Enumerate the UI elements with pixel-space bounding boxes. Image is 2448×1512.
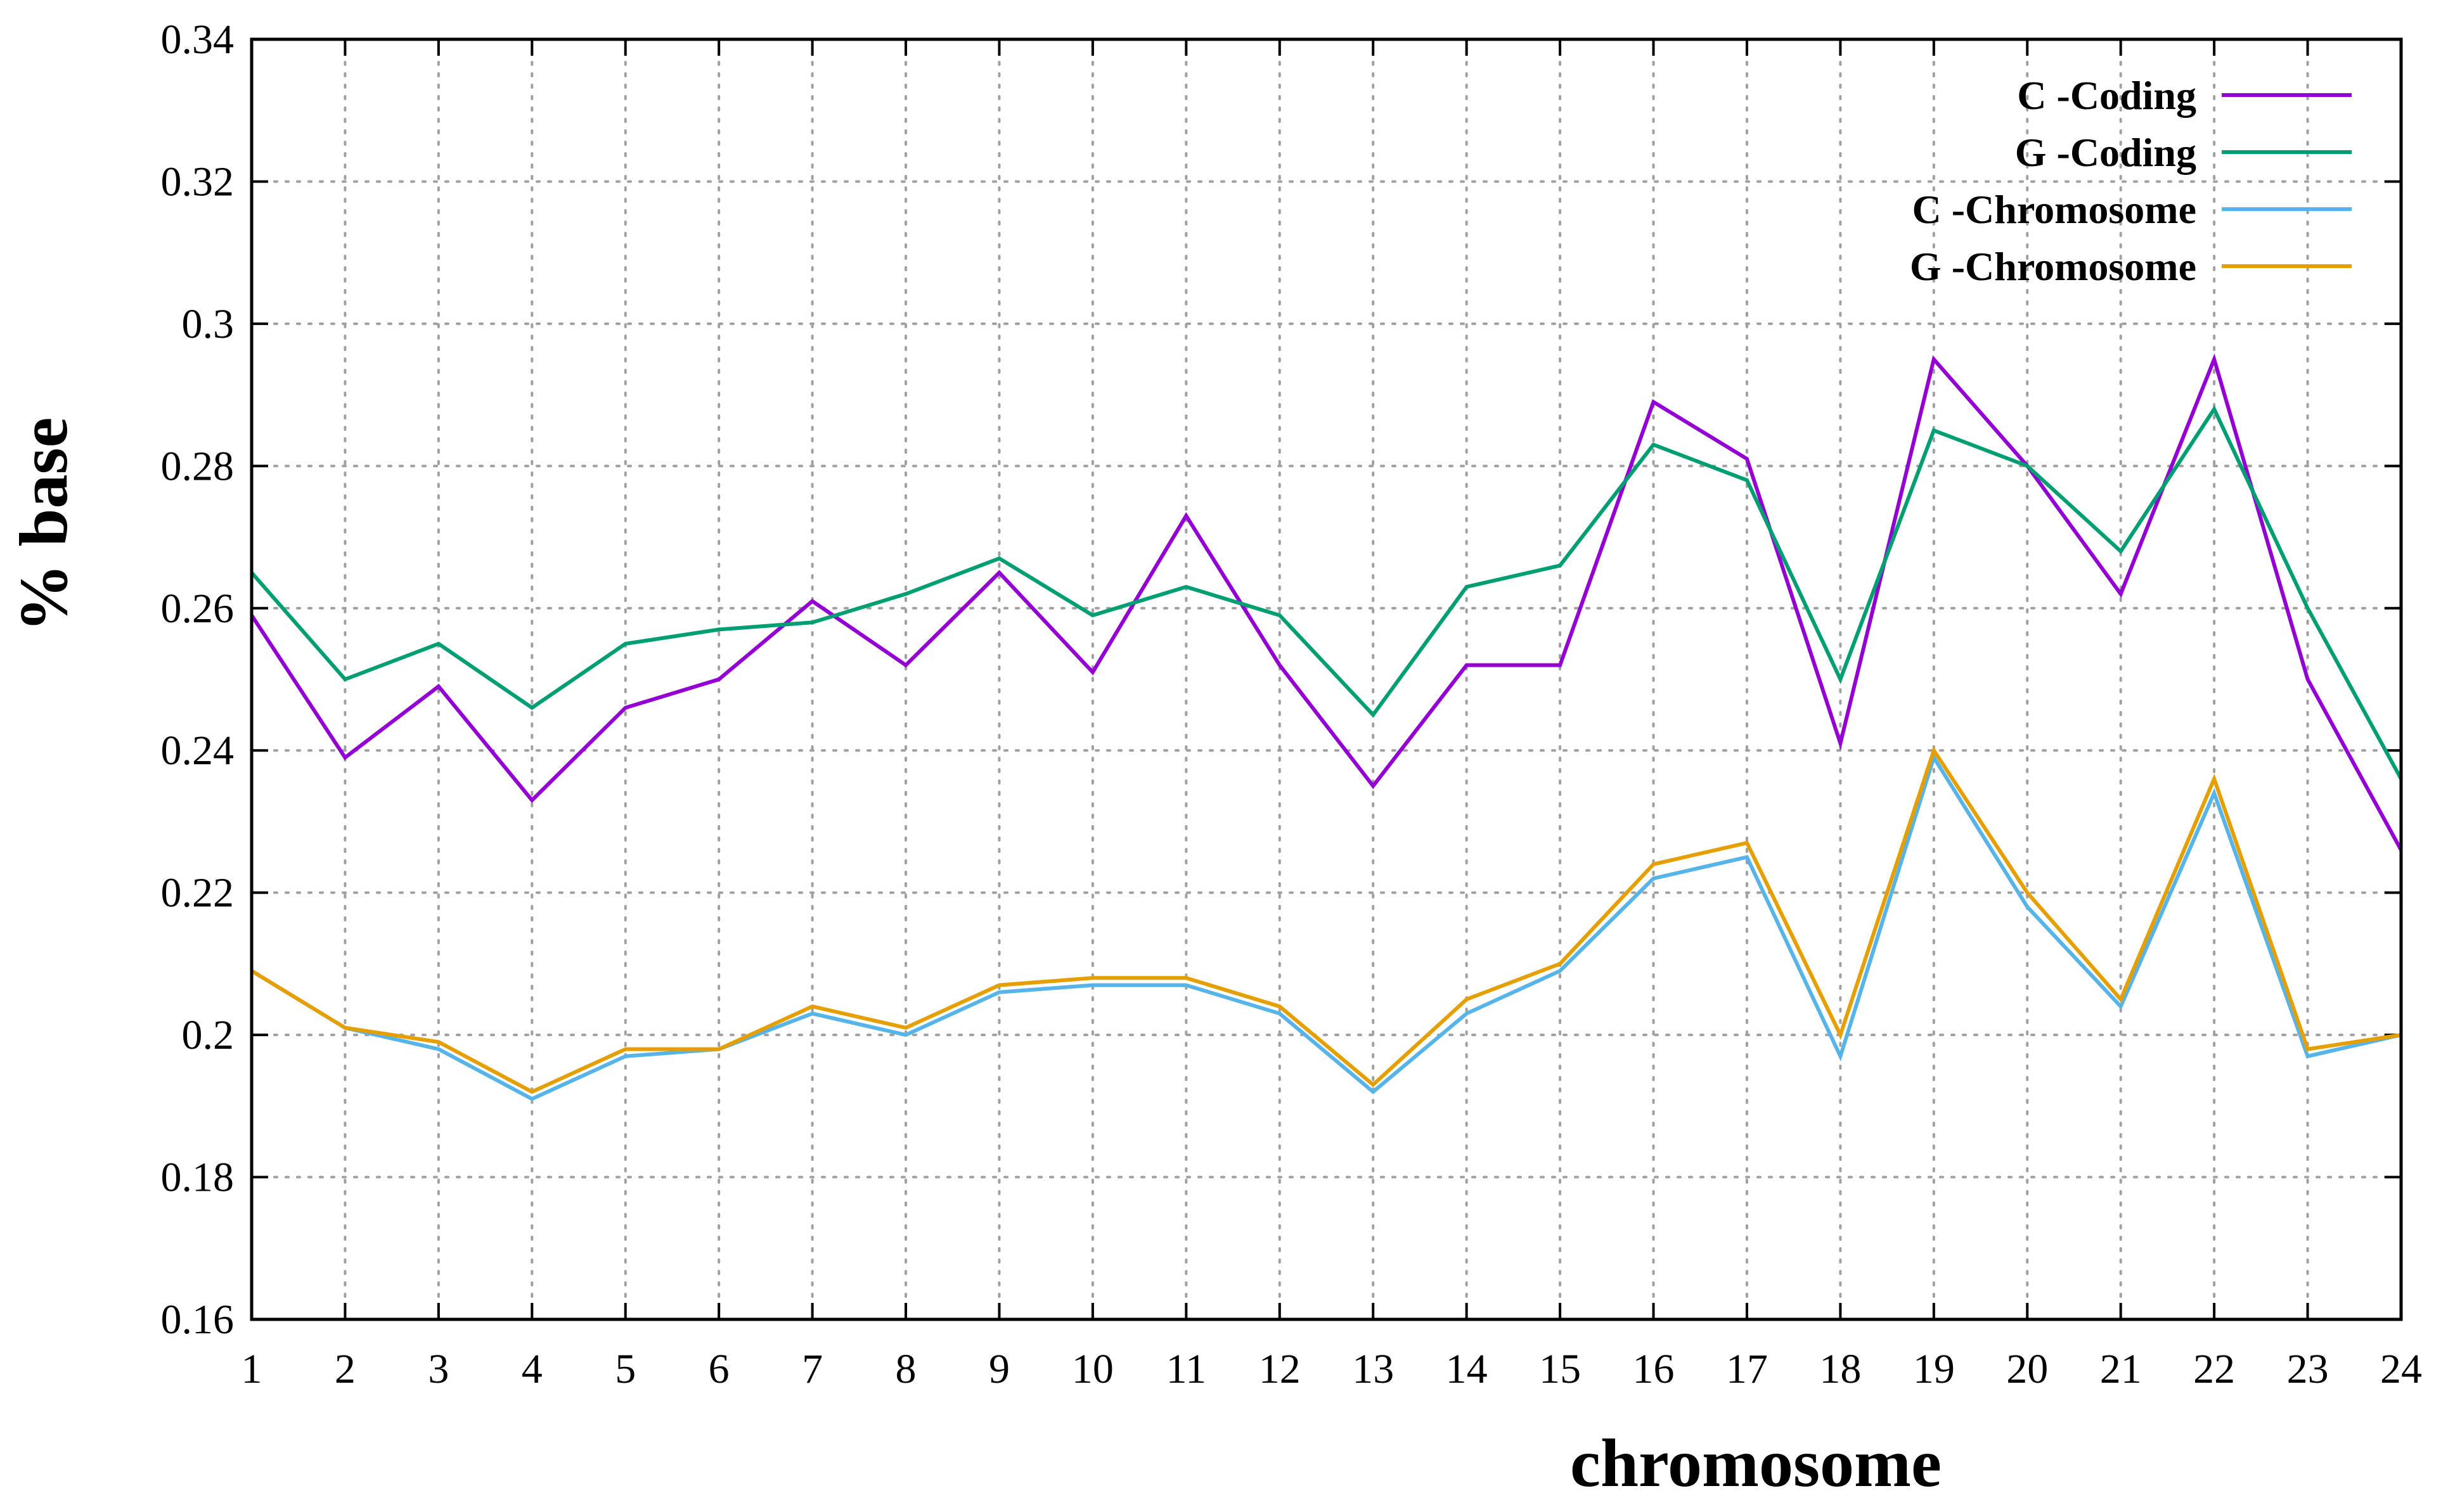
y-tick-label: 0.26: [161, 586, 235, 632]
x-tick-label: 13: [1352, 1346, 1394, 1392]
x-tick-label: 21: [2100, 1346, 2142, 1392]
x-tick-label: 7: [802, 1346, 823, 1392]
legend: C -Coding G -Coding C -Chromosome G -Chromo…: [1910, 73, 2352, 289]
y-axis-tick-labels: 0.16 0.18 0.2 0.22 0.24 0.26 0.28 0.3 0.32 0.34: [161, 16, 235, 1343]
x-tick-label: 2: [335, 1346, 356, 1392]
y-tick-label: 0.18: [161, 1155, 235, 1201]
x-tick-label: 5: [615, 1346, 636, 1392]
series-line-c-chromosome: [250, 753, 2402, 1101]
x-tick-label: 4: [522, 1346, 543, 1392]
plot-frame: [250, 37, 2403, 1321]
x-axis-tick-labels: 1 2 3 4 5 6 7 8 9 10 11 12 13 14 15 16 17 18 19 20 21 22 23 24: [242, 1346, 2423, 1392]
series-lines: [250, 353, 2403, 1101]
y-axis-title: % base: [6, 417, 82, 632]
y-tick-label: 0.2: [182, 1012, 235, 1058]
series-line-g-chromosome: [250, 746, 2402, 1094]
y-tick-label: 0.24: [161, 727, 235, 774]
x-tick-label: 22: [2193, 1346, 2235, 1392]
y-tick-label: 0.22: [161, 870, 235, 916]
legend-label: G -Coding: [2015, 130, 2196, 175]
legend-label: G -Chromosome: [1910, 244, 2196, 289]
y-tick-label: 0.28: [161, 443, 235, 489]
x-tick-label: 17: [1726, 1346, 1768, 1392]
x-tick-label: 11: [1166, 1346, 1207, 1392]
y-tick-label: 0.34: [161, 16, 235, 63]
y-tick-label: 0.32: [161, 158, 235, 205]
x-tick-label: 23: [2287, 1346, 2329, 1392]
series-line-g-coding: [250, 405, 2403, 780]
x-tick-label: 16: [1633, 1346, 1675, 1392]
x-tick-label: 15: [1539, 1346, 1581, 1392]
series-line-c-coding: [250, 353, 2403, 851]
y-tick-label: 0.3: [182, 301, 235, 347]
legend-label: C -Chromosome: [1912, 187, 2196, 232]
x-axis-title: chromosome: [1570, 1426, 1942, 1501]
x-tick-label: 24: [2380, 1346, 2422, 1392]
x-tick-label: 8: [896, 1346, 917, 1392]
x-tick-label: 18: [1819, 1346, 1861, 1392]
legend-label: C -Coding: [2017, 73, 2196, 118]
x-tick-label: 20: [2006, 1346, 2048, 1392]
x-tick-label: 1: [242, 1346, 262, 1392]
x-tick-label: 14: [1446, 1346, 1488, 1392]
x-tick-label: 12: [1259, 1346, 1301, 1392]
x-tick-label: 9: [989, 1346, 1010, 1392]
x-tick-label: 19: [1913, 1346, 1955, 1392]
x-tick-label: 3: [428, 1346, 449, 1392]
y-tick-label: 0.16: [161, 1297, 235, 1343]
x-tick-label: 6: [709, 1346, 730, 1392]
x-tick-label: 10: [1072, 1346, 1114, 1392]
